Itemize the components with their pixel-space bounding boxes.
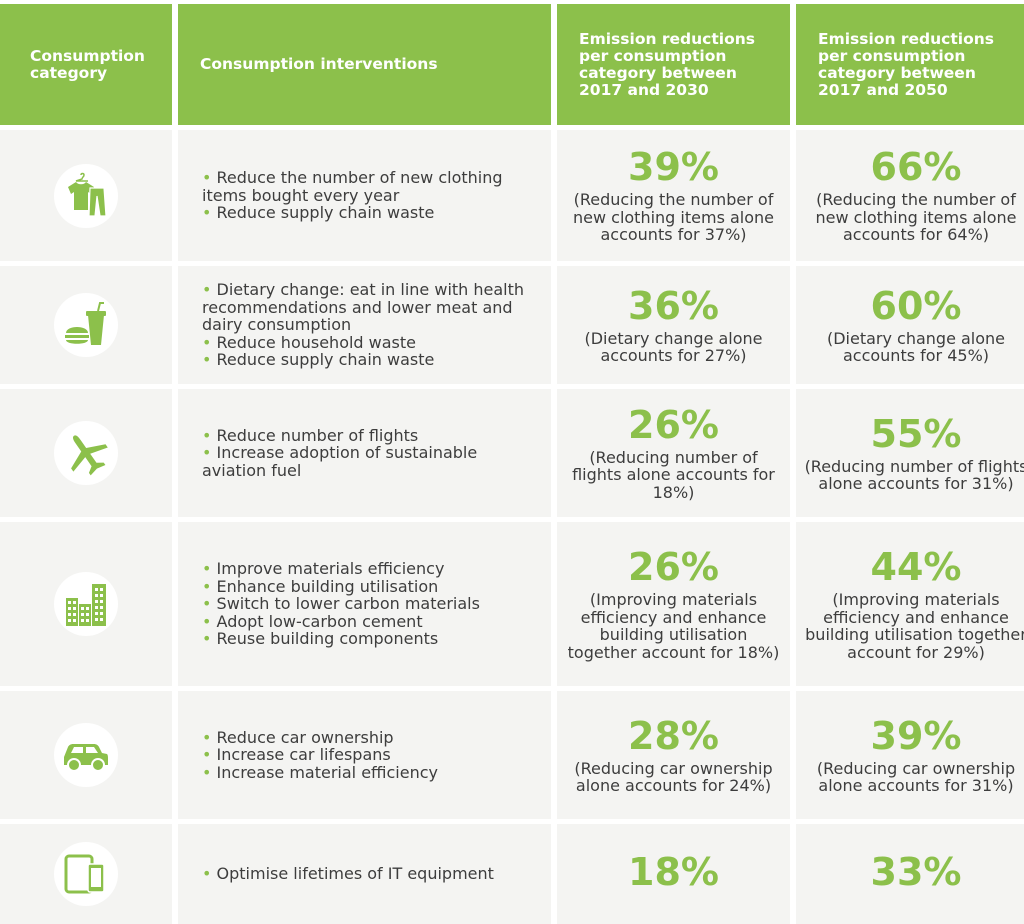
- emissions-table: Consumption category Consumption interve…: [0, 0, 1024, 902]
- reduction-2030-cell: 18%: [557, 824, 790, 924]
- devices-icon: [54, 842, 118, 906]
- intervention-item: Increase car lifespans: [202, 746, 438, 764]
- interventions-cell: Improve materials efficiency Enhance bui…: [178, 522, 551, 686]
- reduction-2030-note: (Reducing car ownership alone accounts f…: [574, 758, 773, 795]
- reduction-2050-note: (Reducing the number of new clothing ite…: [815, 190, 1017, 245]
- reduction-2050-note: (Reducing car ownership alone accounts f…: [816, 758, 1016, 795]
- category-cell: [0, 130, 172, 261]
- reduction-2030-value: 39%: [628, 145, 719, 190]
- interventions-cell: Optimise lifetimes of IT equipment: [178, 824, 551, 924]
- reduction-2030-value: 28%: [628, 713, 719, 758]
- reduction-2050-cell: 60% (Dietary change alone accounts for 4…: [796, 266, 1024, 384]
- reduction-2030-cell: 28% (Reducing car ownership alone accoun…: [557, 691, 790, 819]
- clothing-icon: [54, 163, 118, 228]
- reduction-2030-note: (Improving materials efficiency and enha…: [567, 590, 780, 662]
- reduction-2050-cell: 44% (Improving materials efficiency and …: [796, 522, 1024, 686]
- interventions-list: Reduce number of flights Increase adopti…: [202, 427, 539, 480]
- reduction-2030-note: (Dietary change alone accounts for 27%): [584, 328, 763, 365]
- interventions-list: Dietary change: eat in line with health …: [202, 281, 539, 369]
- reduction-2030-cell: 26% (Reducing number of flights alone ac…: [557, 389, 790, 517]
- header-2050: Emission reductions per consumption cate…: [796, 4, 1024, 125]
- category-cell: [0, 389, 172, 517]
- interventions-list: Reduce car ownership Increase car lifesp…: [202, 729, 438, 782]
- reduction-2050-cell: 33%: [796, 824, 1024, 924]
- reduction-2050-value: 66%: [870, 145, 962, 190]
- reduction-2030-note: (Reducing the number of new clothing ite…: [572, 190, 775, 245]
- interventions-cell: Reduce number of flights Increase adopti…: [178, 389, 551, 517]
- intervention-item: Switch to lower carbon materials: [202, 595, 480, 613]
- intervention-item: Reuse building components: [202, 630, 480, 648]
- header-category: Consumption category: [0, 4, 172, 125]
- interventions-list: Reduce the number of new clothing items …: [202, 169, 539, 222]
- intervention-item: Reduce supply chain waste: [202, 204, 539, 222]
- reduction-2050-note: (Improving materials efficiency and enha…: [805, 590, 1024, 662]
- header-2030: Emission reductions per consumption cate…: [557, 4, 790, 125]
- interventions-cell: Reduce the number of new clothing items …: [178, 130, 551, 261]
- header-interventions: Consumption interventions: [178, 4, 551, 125]
- reduction-2030-note: (Reducing number of flights alone accoun…: [572, 447, 775, 502]
- category-cell: [0, 266, 172, 384]
- category-cell: [0, 691, 172, 819]
- intervention-item: Increase adoption of sustainable aviatio…: [202, 444, 539, 479]
- reduction-2050-value: 44%: [870, 545, 962, 589]
- reduction-2050-note: (Reducing number of flights alone accoun…: [804, 456, 1024, 493]
- reduction-2030-cell: 26% (Improving materials efficiency and …: [557, 522, 790, 686]
- interventions-cell: Reduce car ownership Increase car lifesp…: [178, 691, 551, 819]
- intervention-item: Adopt low-carbon cement: [202, 613, 480, 631]
- car-icon: [54, 723, 118, 787]
- buildings-icon: [54, 572, 118, 636]
- reduction-2050-value: 33%: [870, 850, 962, 894]
- intervention-item: Reduce supply chain waste: [202, 351, 539, 369]
- reduction-2030-value: 26%: [628, 402, 719, 447]
- intervention-item: Improve materials efficiency: [202, 560, 480, 578]
- interventions-cell: Dietary change: eat in line with health …: [178, 266, 551, 384]
- reduction-2050-value: 55%: [870, 411, 962, 456]
- intervention-item: Enhance building utilisation: [202, 578, 480, 596]
- reduction-2030-value: 36%: [628, 283, 719, 328]
- reduction-2050-cell: 55% (Reducing number of flights alone ac…: [796, 389, 1024, 517]
- interventions-list: Optimise lifetimes of IT equipment: [202, 865, 494, 883]
- category-cell: [0, 522, 172, 686]
- intervention-item: Increase material efficiency: [202, 764, 438, 782]
- reduction-2050-cell: 66% (Reducing the number of new clothing…: [796, 130, 1024, 261]
- intervention-item: Dietary change: eat in line with health …: [202, 281, 539, 334]
- reduction-2030-cell: 39% (Reducing the number of new clothing…: [557, 130, 790, 261]
- reduction-2050-value: 39%: [870, 713, 962, 758]
- reduction-2050-note: (Dietary change alone accounts for 45%): [826, 328, 1006, 365]
- intervention-item: Reduce household waste: [202, 334, 539, 352]
- airplane-icon: [54, 421, 118, 485]
- reduction-2050-cell: 39% (Reducing car ownership alone accoun…: [796, 691, 1024, 819]
- intervention-item: Optimise lifetimes of IT equipment: [202, 865, 494, 883]
- food-icon: [54, 293, 118, 357]
- intervention-item: Reduce the number of new clothing items …: [202, 169, 539, 204]
- reduction-2050-value: 60%: [870, 283, 962, 328]
- category-cell: [0, 824, 172, 924]
- intervention-item: Reduce car ownership: [202, 729, 438, 747]
- interventions-list: Improve materials efficiency Enhance bui…: [202, 560, 480, 648]
- intervention-item: Reduce number of flights: [202, 427, 539, 445]
- reduction-2030-cell: 36% (Dietary change alone accounts for 2…: [557, 266, 790, 384]
- reduction-2030-value: 18%: [628, 850, 719, 894]
- reduction-2030-value: 26%: [628, 545, 719, 589]
